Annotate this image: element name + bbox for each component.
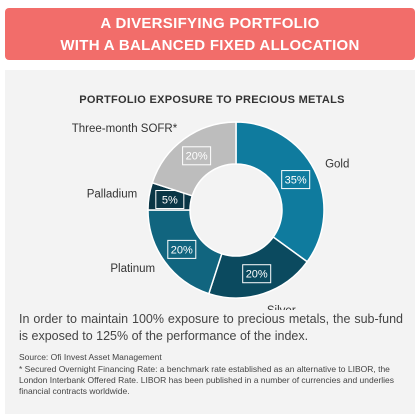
slice [235,121,325,263]
category-label: Platinum [110,263,155,275]
category-label: Silver [267,305,296,310]
value-label-box [242,264,272,284]
slice [151,121,237,197]
value-label-box [281,170,311,190]
banner-line: A DIVERSIFYING PORTFOLIO [100,15,320,32]
category-label: Gold [325,159,349,171]
value-label: 5% [162,194,178,206]
value-label: 20% [186,151,208,163]
banner: A DIVERSIFYING PORTFOLIO WITH A BALANCED… [5,8,415,60]
value-label: 35% [285,174,307,186]
footnote: * Secured Overnight Financing Rate: a be… [19,364,395,396]
category-label: Three-month SOFR* [72,123,178,135]
value-label-box [155,190,185,210]
value-label: 20% [171,244,193,256]
value-label-box [167,239,197,259]
chart: PORTFOLIO EXPOSURE TO PRECIOUS METALS 35… [72,94,350,310]
chart-title: PORTFOLIO EXPOSURE TO PRECIOUS METALS [79,94,345,106]
value-label-box [182,146,212,166]
body-text: In order to maintain 100% exposure to pr… [19,312,403,343]
source: Source: Ofi Invest Asset Management [19,352,162,362]
value-label: 20% [246,269,268,281]
banner-line: WITH A BALANCED FIXED ALLOCATION [60,37,360,54]
category-label: Palladium [87,188,138,200]
